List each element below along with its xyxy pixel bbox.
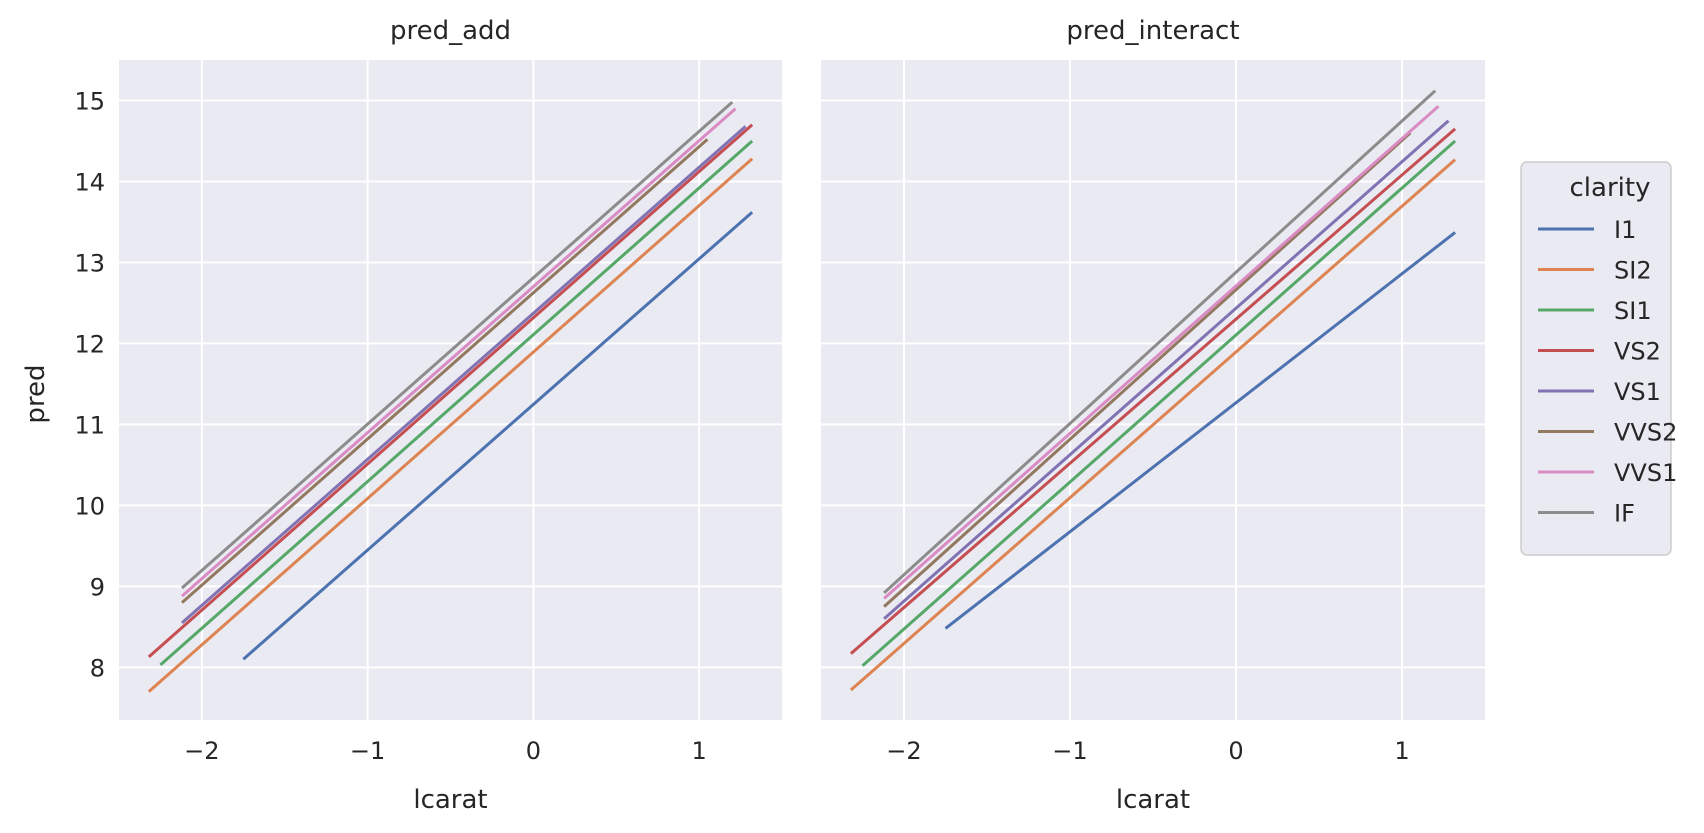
y-tick-label: 14 (74, 168, 105, 196)
y-tick-label: 8 (90, 654, 105, 682)
legend-label: I1 (1614, 216, 1636, 244)
y-axis-label: pred (21, 364, 51, 423)
y-tick-label: 13 (74, 249, 105, 277)
legend-entry-si2: SI2 (1538, 257, 1652, 285)
y-tick-label: 9 (90, 573, 105, 601)
legend-entry-vs2: VS2 (1538, 338, 1661, 366)
legend-entry-vvs2: VVS2 (1538, 419, 1677, 447)
series-line-si1 (861, 139, 1457, 667)
x-tick-label: 0 (526, 737, 541, 765)
legend-entry-i1: I1 (1538, 216, 1636, 244)
legend-label: SI1 (1614, 297, 1652, 325)
panel-title: pred_interact (1066, 16, 1239, 46)
legend-label: VS1 (1614, 378, 1661, 406)
x-tick-label: −1 (350, 737, 385, 765)
series-line-si2 (147, 157, 754, 693)
legend-entry-vvs1: VVS1 (1538, 459, 1677, 487)
facet-panel-2: −2 −1 0 1 lcarat pred_interact (821, 16, 1485, 815)
series-line-if (883, 89, 1437, 594)
x-axis-label: lcarat (413, 785, 487, 815)
legend-entry-si1: SI1 (1538, 297, 1652, 325)
panel-title: pred_add (390, 16, 511, 46)
x-axis-label: lcarat (1116, 785, 1190, 815)
series-line-vs1 (180, 125, 747, 624)
legend-label: SI2 (1614, 257, 1652, 285)
legend-frame (1520, 161, 1672, 556)
x-tick-label: 1 (1394, 737, 1409, 765)
y-tick-label: 15 (74, 87, 105, 115)
legend-label: VVS1 (1614, 459, 1677, 487)
legend-label: IF (1614, 500, 1635, 528)
y-tick-label: 11 (74, 411, 105, 439)
series-line-vvs2 (883, 131, 1412, 608)
series-line-if (180, 100, 734, 590)
series-line-vs2 (147, 123, 754, 658)
x-tick-label: 1 (691, 737, 706, 765)
legend-entry-if: IF (1538, 500, 1635, 528)
series-line-vs1 (883, 119, 1450, 620)
series-line-vvs1 (180, 107, 737, 598)
y-tick-label: 12 (74, 330, 105, 358)
legend: clarity I1 SI2 SI1 VS2 VS1 VVS2 VVS1 IF (1520, 161, 1677, 556)
series-line-vs2 (849, 127, 1457, 655)
facet-panels: −2 −1 0 1 lcarat pred_add 8 9 10 11 12 13 14 15 −2 −1 0 1… (74, 16, 1485, 815)
legend-label: VVS2 (1614, 419, 1677, 447)
series-line-i1 (242, 211, 754, 661)
series-line-si1 (159, 139, 754, 667)
y-tick-label: 10 (74, 492, 105, 520)
x-tick-label: −1 (1052, 737, 1087, 765)
legend-label: VS2 (1614, 338, 1661, 366)
series-line-vvs1 (883, 105, 1440, 600)
x-tick-label: 0 (1228, 737, 1243, 765)
facet-panel-1: −2 −1 0 1 lcarat pred_add 8 9 10 11 12 13 14 15 (74, 16, 782, 815)
x-tick-label: −2 (184, 737, 219, 765)
series-line-si2 (849, 158, 1457, 692)
series-line-vvs2 (180, 138, 709, 604)
legend-entries: I1 SI2 SI1 VS2 VS1 VVS2 VVS1 IF (1538, 216, 1677, 528)
x-tick-label: −2 (886, 737, 921, 765)
legend-title: clarity (1570, 173, 1651, 203)
legend-entry-vs1: VS1 (1538, 378, 1661, 406)
series-line-i1 (944, 231, 1457, 630)
